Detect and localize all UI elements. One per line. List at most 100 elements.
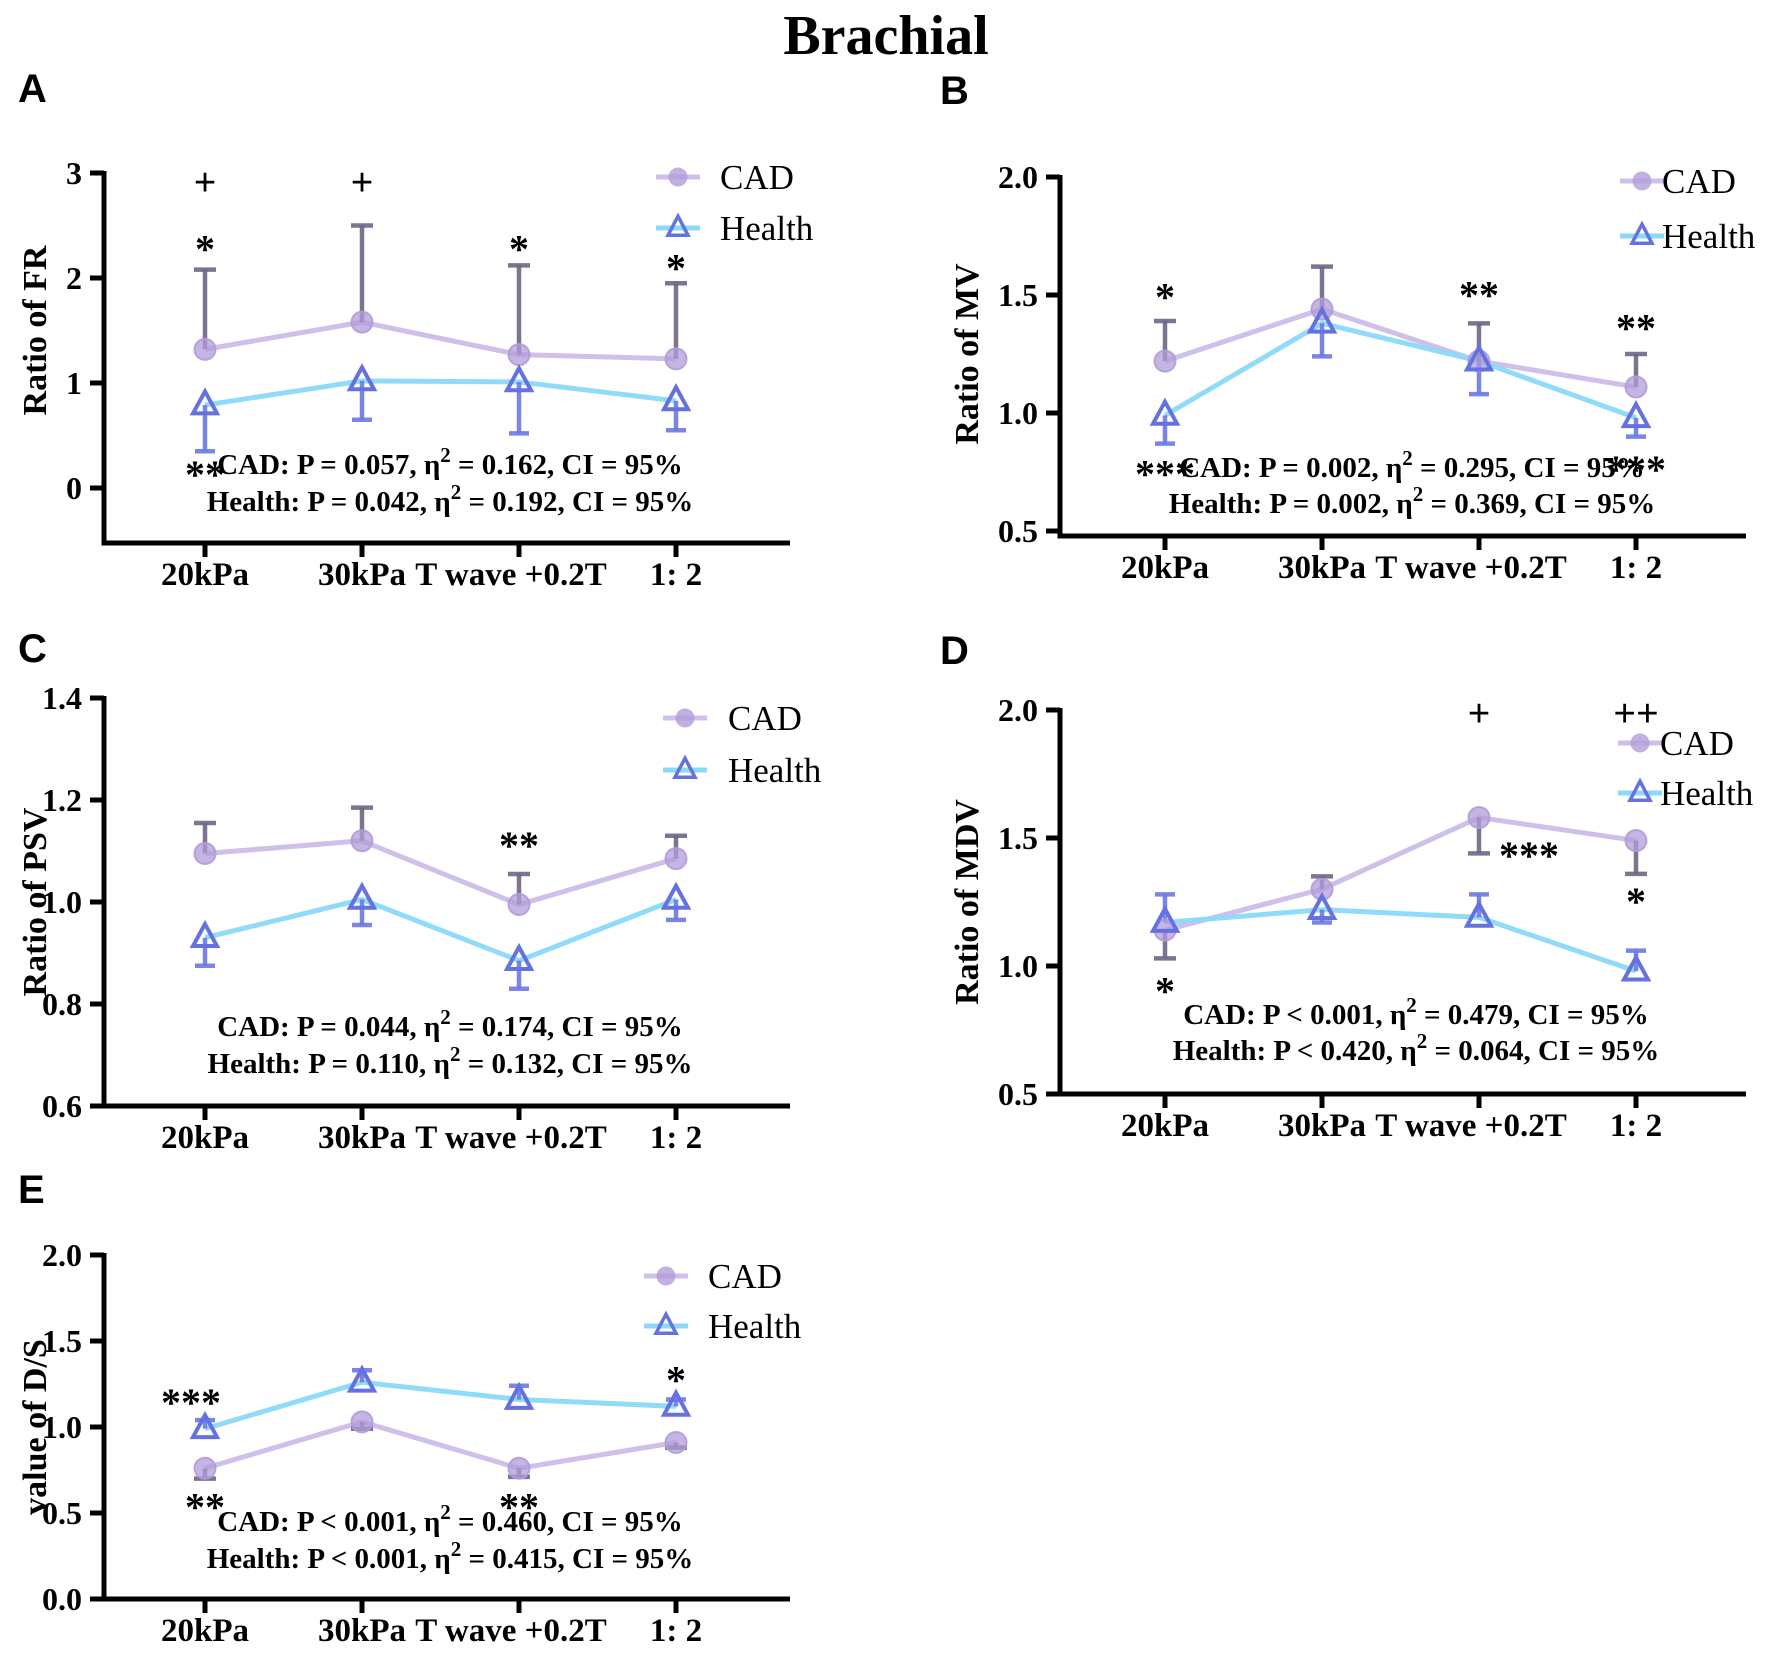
health-point <box>346 881 378 910</box>
significance-marker: * <box>1155 968 1175 1013</box>
y-axis-title: value of D/S <box>17 1339 54 1515</box>
health-line <box>1163 320 1637 421</box>
legend-cad-marker <box>675 708 695 728</box>
cad-point <box>193 337 217 361</box>
cad-point <box>507 1456 531 1480</box>
panel-label-D: D <box>940 629 969 673</box>
stats-annotation-health: Health: P = 0.110, η2 = 0.132, CI = 95% <box>208 1042 693 1080</box>
y-tick-label: 1.5 <box>42 1323 82 1359</box>
health-line <box>204 896 677 964</box>
cad-point <box>193 842 217 866</box>
y-tick-label: 1.4 <box>42 680 82 716</box>
stats-annotation-cad: CAD: P < 0.001, η2 = 0.479, CI = 95% <box>1183 993 1649 1031</box>
health-point <box>1149 397 1181 426</box>
health-point <box>1620 399 1652 429</box>
panel-label-A: A <box>18 67 47 111</box>
health-point <box>189 1410 221 1440</box>
y-tick-label: 0.5 <box>42 1495 82 1531</box>
x-tick-label: T wave +0.2T <box>415 1120 606 1156</box>
cad-line <box>204 838 677 908</box>
y-tick-label: 2 <box>66 260 82 296</box>
legend-health-label: Health <box>728 751 822 790</box>
cad-point <box>350 1410 374 1434</box>
x-tick-label: 30kPa <box>1278 1108 1366 1144</box>
legend-health-label: Health <box>708 1307 802 1346</box>
significance-marker: *** <box>1135 452 1195 497</box>
cad-point <box>507 893 531 917</box>
health-point <box>1306 891 1338 921</box>
legend-health-marker <box>665 212 691 237</box>
y-tick-label: 2.0 <box>998 159 1038 195</box>
stats-annotation-health: Health: P < 0.001, η2 = 0.415, CI = 95% <box>207 1537 694 1575</box>
x-tick-label: 20kPa <box>161 557 249 593</box>
y-tick-label: 1.5 <box>998 277 1038 313</box>
y-tick-label: 0.6 <box>42 1088 82 1124</box>
panel-label-E: E <box>18 1168 45 1212</box>
panel-D: D 2.0 1.5 1.0 0.5 20kPa 30kPa T wave +0.2T 1: 2 R… <box>940 629 1754 1144</box>
health-line <box>1164 907 1637 974</box>
y-tick-label: 2.0 <box>998 692 1038 728</box>
health-point <box>346 363 378 392</box>
x-tick-label: 30kPa <box>1278 550 1366 586</box>
y-tick-label: 0.5 <box>998 1076 1038 1112</box>
x-tick-label: 20kPa <box>161 1613 249 1649</box>
significance-marker: ++ <box>1613 691 1659 736</box>
legend-cad-marker <box>1630 733 1650 753</box>
significance-marker: ** <box>1459 272 1499 317</box>
legend-health-label: Health <box>1660 774 1754 813</box>
significance-marker: ** <box>499 1485 539 1530</box>
x-tick-label: 20kPa <box>1121 550 1209 586</box>
significance-marker: *** <box>161 1380 221 1425</box>
legend-health-label: Health <box>720 209 814 248</box>
y-tick-label: 0.0 <box>42 1581 82 1617</box>
health-line <box>204 378 677 408</box>
x-tick-label: 1: 2 <box>650 1613 702 1649</box>
panel-B: B 2.0 1.5 1.0 0.5 20kPa 30kPa T wave +0.2T 1: 2 R… <box>940 69 1756 586</box>
y-tick-label: 1.0 <box>998 948 1038 984</box>
x-tick-label: 20kPa <box>161 1120 249 1156</box>
x-tick-label: 1: 2 <box>650 1120 702 1156</box>
y-axis-title: Ratio of FR <box>17 245 54 415</box>
significance-marker: *** <box>1606 447 1666 492</box>
significance-marker: + <box>194 159 217 204</box>
significance-marker: * <box>1626 879 1646 924</box>
x-tick-label: T wave +0.2T <box>415 1613 606 1649</box>
health-point <box>346 1364 378 1393</box>
y-axis-title: Ratio of MDV <box>949 799 986 1005</box>
health-point <box>189 919 221 949</box>
health-point <box>660 383 692 412</box>
x-tick-label: 30kPa <box>318 1120 406 1156</box>
cad-point <box>507 343 531 367</box>
panel-E: E 2.0 1.5 1.0 0.5 0.0 20kPa 30kPa T wave +0.2T 1:… <box>17 1168 802 1649</box>
cad-point <box>193 1456 217 1480</box>
x-tick-label: 1: 2 <box>650 557 702 593</box>
cad-line <box>1164 815 1637 933</box>
stats-annotation-health: Health: P = 0.002, η2 = 0.369, CI = 95% <box>1169 482 1656 520</box>
significance-marker: ** <box>1616 305 1656 350</box>
cad-point <box>1624 829 1648 853</box>
significance-marker: * <box>509 226 529 271</box>
health-point <box>660 881 692 910</box>
cad-point <box>350 310 374 334</box>
significance-marker: ** <box>185 452 225 497</box>
significance-marker: * <box>195 226 215 271</box>
cad-point <box>350 829 374 853</box>
panel-label-B: B <box>940 69 969 113</box>
y-tick-label: 1.0 <box>42 884 82 920</box>
cad-point <box>1153 349 1177 373</box>
health-point <box>1306 305 1338 334</box>
legend-health-marker <box>1629 220 1655 245</box>
cad-point <box>664 347 688 371</box>
x-tick-label: 30kPa <box>318 1613 406 1649</box>
panel-A: A 3 2 1 0 20kPa 30kPa T wave +0.2T 1: 2 Ratio of … <box>17 67 814 593</box>
cad-point <box>1467 806 1491 830</box>
health-point <box>660 1388 692 1417</box>
significance-marker: + <box>1468 691 1491 736</box>
legend-cad-label: CAD <box>1662 162 1736 201</box>
health-line <box>204 1379 677 1432</box>
x-tick-label: T wave +0.2T <box>1375 1108 1566 1144</box>
panel-C: C 1.4 1.2 1.0 0.8 0.6 20kPa 30kPa T wave +0.2T 1:… <box>17 627 822 1156</box>
x-tick-label: T wave +0.2T <box>1375 550 1566 586</box>
cad-point <box>664 847 688 871</box>
cad-line <box>204 319 677 362</box>
